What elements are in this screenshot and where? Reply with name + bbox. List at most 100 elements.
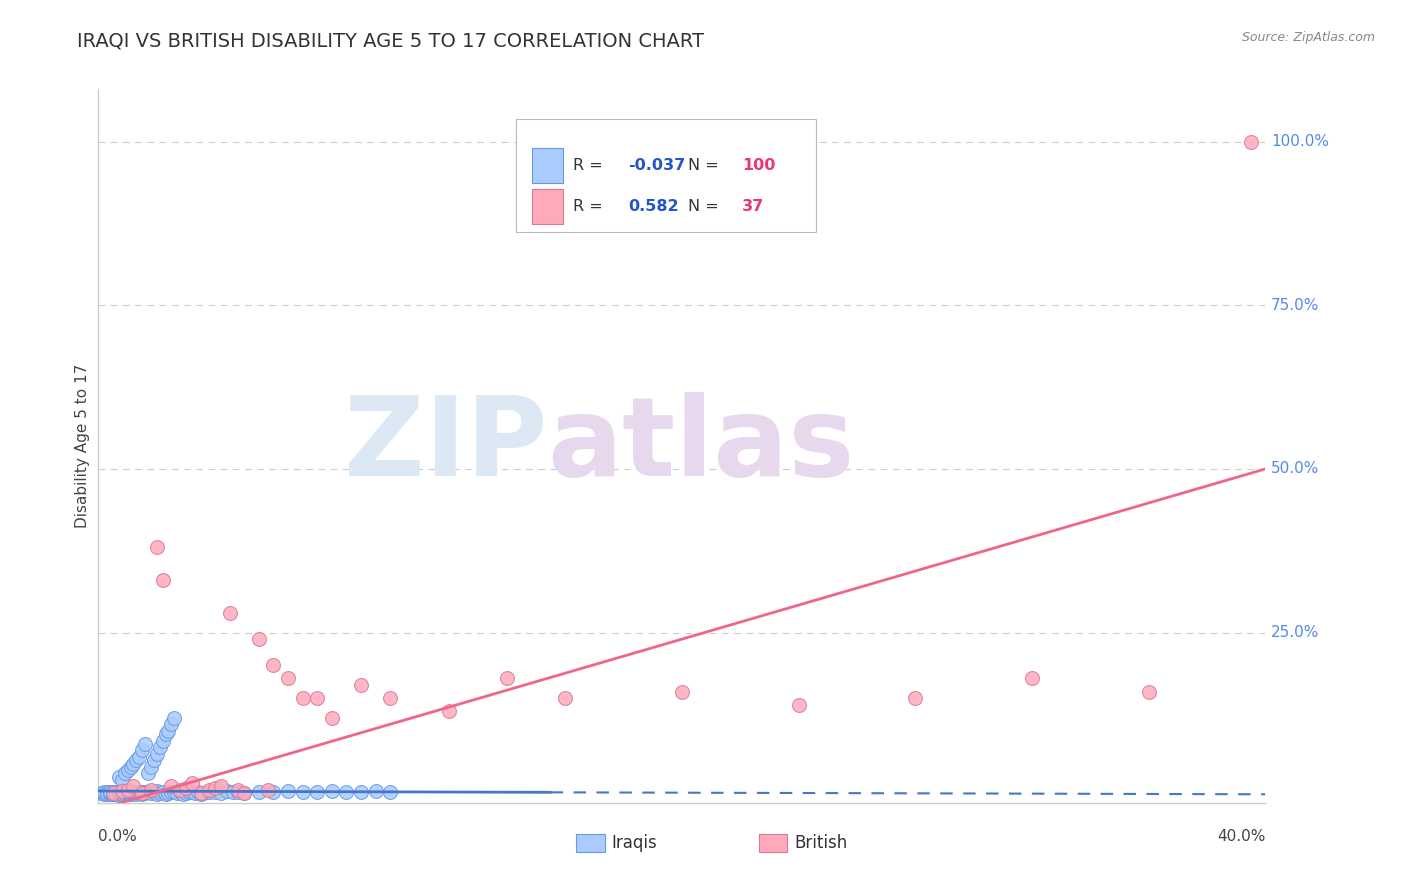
Point [128,750,150,764]
Point [108,784,131,798]
Point [149,740,172,755]
Point [160,785,183,799]
Point [190,786,212,800]
Point [128,786,150,800]
Point [198,785,221,799]
Point [104,787,127,801]
Point [198,782,221,797]
Point [122,756,145,771]
Point [209,786,232,800]
Point [671,684,693,698]
Point [1240,135,1263,149]
Point [787,698,810,712]
Point [169,785,191,799]
Text: 100: 100 [742,158,776,173]
Point [204,781,226,796]
Point [98,787,121,801]
Text: 37: 37 [742,199,765,214]
Point [904,691,927,706]
Point [108,786,131,800]
Point [152,785,174,799]
Point [146,541,169,555]
Point [174,781,197,796]
Point [146,787,169,801]
Point [155,727,177,741]
Point [321,784,343,798]
Point [120,787,142,801]
Point [136,766,159,780]
Point [172,787,194,801]
Point [142,785,165,799]
Point [183,786,205,800]
Point [262,658,284,673]
Point [98,785,121,799]
Point [117,782,139,797]
Point [114,786,136,800]
Point [96,787,118,801]
Point [114,766,136,780]
Point [134,786,156,800]
Point [136,785,159,799]
Point [117,763,139,777]
Point [247,632,270,647]
Point [1137,684,1160,698]
Point [307,691,329,706]
Point [139,760,162,774]
Point [96,786,118,800]
Point [128,785,150,799]
Point [228,782,250,797]
Point [98,786,121,800]
Point [209,780,232,794]
Point [146,747,169,761]
Text: 100.0%: 100.0% [1271,134,1329,149]
Point [163,785,186,799]
Point [247,785,270,799]
Point [335,785,357,799]
Point [139,782,162,797]
Point [152,573,174,587]
Point [221,785,243,799]
Point [104,786,127,800]
Point [380,691,402,706]
Point [96,787,118,801]
Point [122,786,145,800]
Point [228,785,250,799]
Point [111,785,134,799]
Point [104,787,127,801]
Point [117,786,139,800]
Text: N =: N = [688,199,718,214]
Point [364,784,387,798]
Point [174,786,197,800]
Point [187,785,209,799]
Point [262,785,284,799]
Point [157,786,180,800]
Point [291,691,314,706]
Point [114,787,136,801]
Point [146,784,169,798]
Text: 0.0%: 0.0% [98,829,138,844]
Point [111,784,134,798]
Point [152,733,174,747]
Point [134,785,156,799]
Point [117,787,139,801]
Point [256,782,278,797]
Point [321,711,343,725]
Text: Iraqis: Iraqis [612,834,658,852]
Point [218,606,240,620]
Point [120,785,142,799]
Text: R =: R = [574,158,603,173]
Point [117,785,139,799]
Text: 0.582: 0.582 [628,199,679,214]
Point [139,786,162,800]
Point [233,786,256,800]
Text: atlas: atlas [548,392,855,500]
Point [177,785,200,799]
Point [350,785,373,799]
Point [104,785,127,799]
Point [163,711,186,725]
Point [111,787,134,801]
Point [554,691,576,706]
Point [131,743,153,757]
Point [180,776,202,790]
Text: British: British [794,834,848,852]
